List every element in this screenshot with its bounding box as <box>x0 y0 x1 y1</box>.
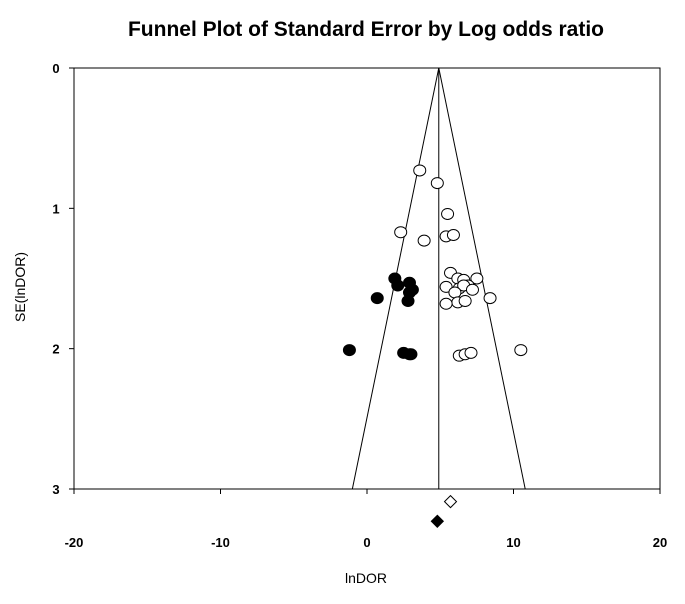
open-study-point <box>394 226 408 239</box>
open-study-point <box>470 272 484 285</box>
x-tick-label: 0 <box>363 535 370 550</box>
x-tick-label: 10 <box>506 535 520 550</box>
open-study-point <box>483 292 497 305</box>
x-tick-label: -10 <box>211 535 230 550</box>
open-study-point <box>430 177 444 190</box>
filled-study-point <box>391 279 405 292</box>
plot-frame <box>73 67 661 490</box>
filled-summary-diamond <box>430 514 445 528</box>
open-study-point <box>441 207 455 220</box>
x-tick-label: -20 <box>65 535 84 550</box>
y-tick-label: 3 <box>52 482 59 497</box>
funnel-layer <box>351 67 526 490</box>
filled-study-point <box>342 344 356 357</box>
open-study-point <box>439 280 453 293</box>
y-tick-label: 2 <box>52 342 59 357</box>
y-axis-label: SE(lnDOR) <box>12 252 28 322</box>
ticks-layer: -20 -10 0 10 20 0 1 2 3 <box>52 61 667 550</box>
open-study-point <box>448 286 462 299</box>
y-tick-label: 1 <box>52 201 59 216</box>
open-study-point <box>514 344 528 357</box>
open-study-point <box>439 297 453 310</box>
open-study-point <box>465 283 479 296</box>
open-study-point <box>413 164 427 177</box>
open-study-point <box>458 294 472 307</box>
y-tick-label: 0 <box>52 61 59 76</box>
x-tick-label: 20 <box>653 535 667 550</box>
open-study-point <box>446 228 460 241</box>
open-study-point <box>417 234 431 247</box>
chart-title: Funnel Plot of Standard Error by Log odd… <box>128 18 604 41</box>
open-study-point <box>464 346 478 359</box>
filled-study-point <box>401 294 415 307</box>
points-layer <box>342 164 528 362</box>
filled-study-point <box>370 292 384 305</box>
filled-study-point <box>404 348 418 361</box>
open-summary-diamond <box>443 494 458 509</box>
summary-layer <box>430 494 458 528</box>
x-axis-label: lnDOR <box>345 570 387 586</box>
